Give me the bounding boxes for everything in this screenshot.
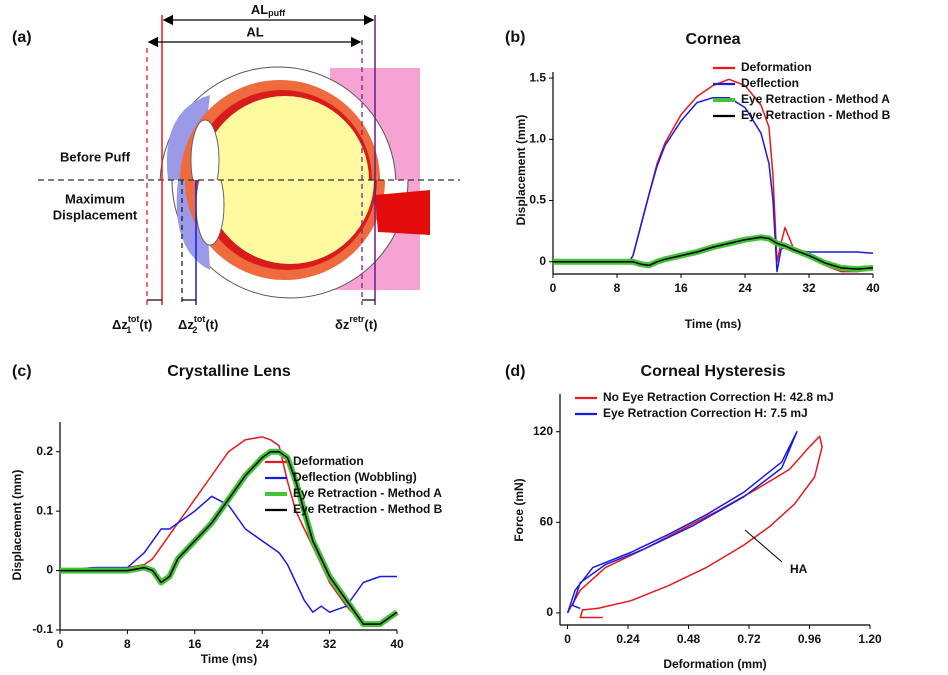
panel-label: (a) — [12, 29, 32, 46]
x-tick-label: 24 — [256, 637, 270, 651]
panel-label: (b) — [505, 29, 525, 46]
before-label: Before Puff — [60, 149, 131, 164]
chart-title: Crystalline Lens — [167, 363, 291, 380]
eye-diagram — [38, 14, 460, 305]
y-axis-label: Displacement (mm) — [10, 470, 24, 581]
series-line — [59, 495, 397, 613]
label-tail: (t) — [364, 317, 377, 332]
label-base: Δz — [112, 317, 128, 332]
series-line — [60, 450, 398, 625]
x-axis-label: Time (ms) — [201, 652, 257, 666]
eye-before — [159, 66, 397, 180]
y-axis-label: Force (mN) — [512, 478, 526, 541]
x-tick-label: 0 — [57, 637, 64, 651]
y-tick-label: 0 — [46, 563, 53, 577]
x-tick-label: 0 — [564, 632, 571, 646]
y-tick-label: 0 — [546, 605, 553, 619]
y-tick-label: -0.1 — [32, 622, 53, 636]
series-line — [553, 236, 874, 270]
after-label: Maximum — [65, 191, 125, 206]
legend-label: No Eye Retraction Correction H: 42.8 mJ — [603, 390, 834, 404]
x-tick-label: 8 — [614, 281, 621, 295]
legend-label: Eye Retraction - Method A — [293, 486, 442, 500]
legend-label: Deflection (Wobbling) — [293, 470, 417, 484]
legend-label: Eye Retraction - Method B — [293, 502, 443, 516]
legend-label: Deformation — [293, 454, 364, 468]
series-line — [566, 430, 798, 614]
x-tick-label: 40 — [866, 281, 880, 295]
x-tick-label: 0.72 — [737, 632, 761, 646]
x-tick-label: 40 — [390, 637, 404, 651]
label-tail: (t) — [139, 317, 152, 332]
y-tick-label: 0.2 — [36, 444, 53, 458]
y-tick-label: 1.5 — [529, 70, 546, 84]
x-tick-label: 16 — [674, 281, 688, 295]
y-tick-label: 120 — [533, 424, 553, 438]
legend-label: Eye Retraction Correction H: 7.5 mJ — [603, 406, 808, 420]
legend-label: Eye Retraction - Method A — [741, 92, 890, 106]
y-tick-label: 60 — [540, 515, 554, 529]
y-tick-label: 0.5 — [529, 193, 546, 207]
x-tick-label: 0.48 — [677, 632, 701, 646]
x-tick-label: 32 — [323, 637, 337, 651]
label-base: AL — [251, 2, 268, 17]
dz1-label: Δztot 1 (t) — [112, 314, 152, 335]
chart-title: Cornea — [685, 31, 740, 48]
y-tick-label: 1.0 — [529, 132, 546, 146]
legend-label: Deflection — [741, 76, 799, 90]
x-tick-label: 0 — [550, 281, 557, 295]
label-sup: tot — [194, 314, 206, 324]
legend-label: Eye Retraction - Method B — [741, 108, 891, 122]
x-tick-label: 1.20 — [858, 632, 882, 646]
y-axis-label: Displacement (mm) — [514, 115, 528, 226]
label-base: Δz — [178, 317, 194, 332]
x-tick-label: 16 — [188, 637, 202, 651]
panel-label: (c) — [12, 363, 32, 380]
chart-title: Corneal Hysteresis — [641, 363, 786, 380]
label-tail: (t) — [205, 317, 218, 332]
dzr-label: δzretr(t) — [335, 314, 377, 332]
annotation: HA — [790, 562, 808, 576]
label-base: δz — [335, 317, 350, 332]
after-label: Displacement — [53, 207, 138, 222]
x-tick-label: 0.24 — [616, 632, 640, 646]
series-line — [59, 436, 398, 625]
label-sup: retr — [349, 314, 365, 324]
legend-label: Deformation — [741, 60, 812, 74]
series-line — [553, 234, 874, 273]
y-tick-label: 0 — [539, 254, 546, 268]
al-puff-label: ALpuff — [251, 2, 286, 18]
x-axis-label: Time (ms) — [685, 317, 741, 331]
label-sup: tot — [128, 314, 140, 324]
x-axis-label: Deformation (mm) — [663, 657, 766, 671]
label-sub: 2 — [192, 325, 197, 335]
dz2-label: Δztot 2 (t) — [178, 314, 218, 335]
label-sub: 1 — [126, 325, 131, 335]
panel-label: (d) — [505, 363, 525, 380]
x-tick-label: 8 — [124, 637, 131, 651]
al-label: AL — [246, 24, 263, 39]
y-tick-label: 0.1 — [36, 503, 53, 517]
x-tick-label: 32 — [802, 281, 816, 295]
label-sub: puff — [268, 8, 286, 18]
annotation-leader — [744, 529, 783, 563]
x-tick-label: 0.96 — [798, 632, 822, 646]
x-tick-label: 24 — [738, 281, 752, 295]
eye-after — [171, 180, 430, 299]
